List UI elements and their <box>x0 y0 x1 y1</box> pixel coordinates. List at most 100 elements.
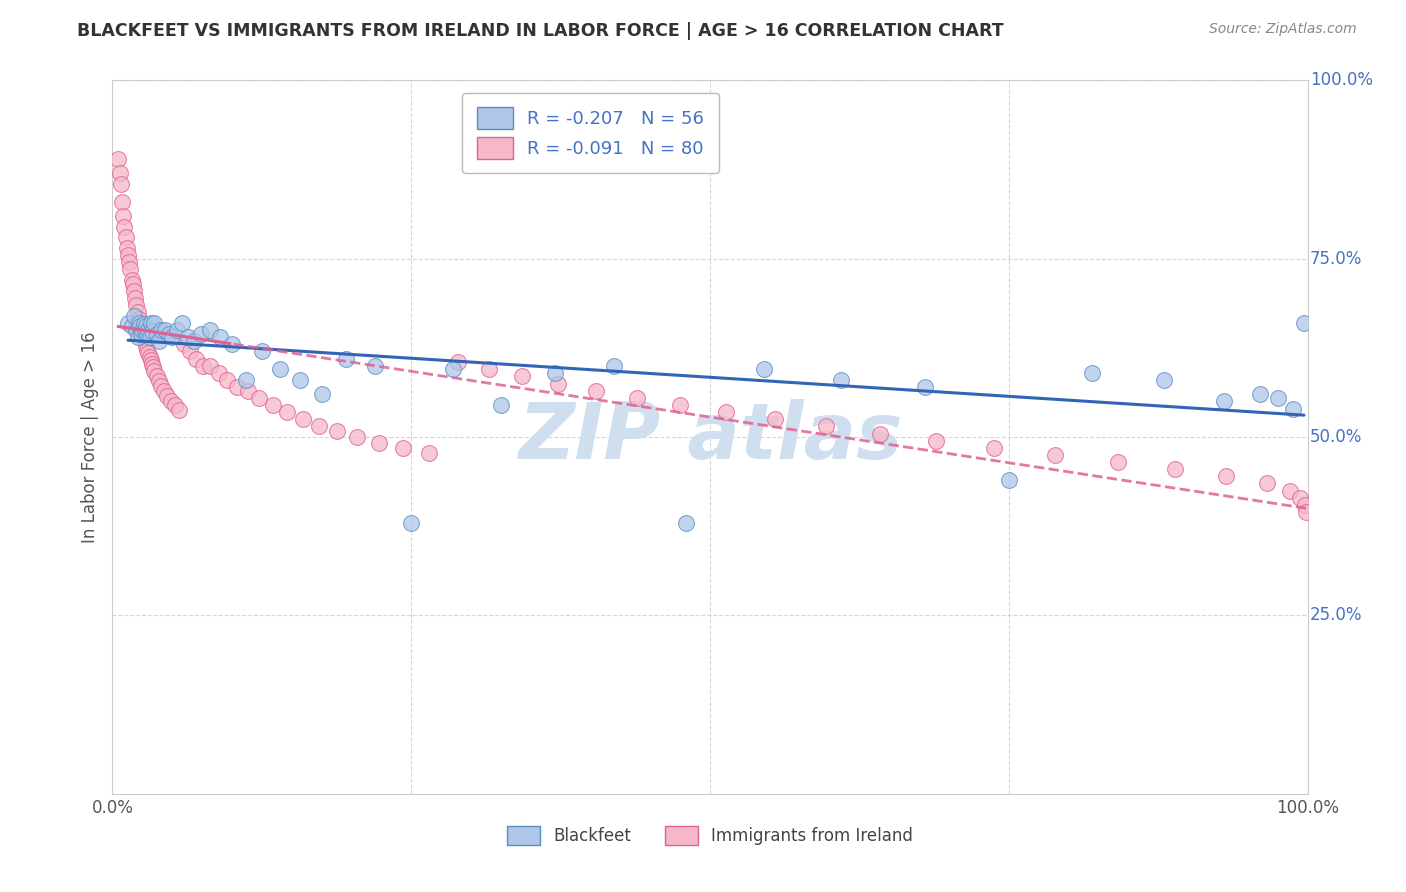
Point <box>364 359 387 373</box>
Y-axis label: In Labor Force | Age > 16: In Labor Force | Age > 16 <box>80 331 98 543</box>
Point <box>173 337 195 351</box>
Point <box>183 334 205 348</box>
Point <box>138 330 160 344</box>
Point <box>235 373 257 387</box>
Point <box>148 375 170 389</box>
Point <box>326 425 349 439</box>
Point <box>141 325 163 339</box>
Point <box>1213 394 1236 409</box>
Point <box>200 359 222 373</box>
Point <box>1295 505 1317 519</box>
Text: Source: ZipAtlas.com: Source: ZipAtlas.com <box>1209 22 1357 37</box>
Text: 50.0%: 50.0% <box>1310 428 1362 446</box>
Point <box>547 376 569 391</box>
Point <box>128 316 150 330</box>
Point <box>131 326 153 341</box>
Point <box>831 373 853 387</box>
Point <box>166 323 188 337</box>
Point <box>163 398 186 412</box>
Point <box>134 325 156 339</box>
Point <box>114 230 136 244</box>
Point <box>1256 476 1278 491</box>
Point <box>1294 498 1316 512</box>
Point <box>142 360 165 375</box>
Point <box>145 326 167 341</box>
Point <box>128 312 150 326</box>
Point <box>138 346 160 360</box>
Point <box>131 323 153 337</box>
Point <box>122 284 145 298</box>
Point <box>179 344 201 359</box>
Point <box>1289 491 1312 505</box>
Point <box>160 393 183 408</box>
Point <box>418 446 440 460</box>
Point <box>117 316 139 330</box>
Point <box>121 273 143 287</box>
Text: 100.0%: 100.0% <box>1310 71 1374 89</box>
Point <box>153 323 176 337</box>
Point <box>603 359 626 373</box>
Point <box>139 316 162 330</box>
Point <box>1267 391 1289 405</box>
Text: ZIP atlas: ZIP atlas <box>517 399 903 475</box>
Text: 25.0%: 25.0% <box>1310 607 1362 624</box>
Point <box>308 419 330 434</box>
Point <box>1081 366 1104 380</box>
Point <box>141 357 163 371</box>
Point <box>447 355 470 369</box>
Point <box>291 412 314 426</box>
Point <box>186 351 208 366</box>
Point <box>276 405 298 419</box>
Point <box>107 152 129 166</box>
Point <box>135 319 157 334</box>
Point <box>132 318 155 332</box>
Point <box>127 305 149 319</box>
Point <box>145 369 167 384</box>
Point <box>1249 387 1271 401</box>
Point <box>250 344 273 359</box>
Point <box>117 248 139 262</box>
Point <box>1164 462 1187 476</box>
Point <box>368 435 391 450</box>
Point <box>478 362 501 376</box>
Point <box>143 316 166 330</box>
Point <box>200 323 222 337</box>
Point <box>143 364 166 378</box>
Text: BLACKFEET VS IMMIGRANTS FROM IRELAND IN LABOR FORCE | AGE > 16 CORRELATION CHART: BLACKFEET VS IMMIGRANTS FROM IRELAND IN … <box>77 22 1004 40</box>
Point <box>129 319 152 334</box>
Point <box>115 241 138 255</box>
Point <box>225 380 247 394</box>
Point <box>121 277 143 291</box>
Point <box>221 337 243 351</box>
Point <box>236 384 259 398</box>
Point <box>153 384 176 398</box>
Point <box>193 359 215 373</box>
Point <box>134 334 156 348</box>
Point <box>288 373 311 387</box>
Point <box>763 412 786 426</box>
Point <box>129 326 152 341</box>
Point <box>136 343 159 357</box>
Point <box>125 323 148 337</box>
Point <box>311 387 333 401</box>
Point <box>1215 469 1237 483</box>
Point <box>177 330 200 344</box>
Point <box>335 351 357 366</box>
Point <box>262 398 284 412</box>
Point <box>110 177 132 191</box>
Point <box>869 426 891 441</box>
Point <box>1292 316 1315 330</box>
Point <box>156 389 179 403</box>
Point <box>814 419 837 434</box>
Point <box>190 326 212 341</box>
Point <box>675 516 697 530</box>
Point <box>401 516 423 530</box>
Point <box>626 391 648 405</box>
Point <box>157 326 180 341</box>
Point <box>714 405 737 419</box>
Point <box>136 326 159 341</box>
Point <box>914 380 936 394</box>
Point <box>1045 448 1067 462</box>
Point <box>150 323 173 337</box>
Point <box>135 339 157 353</box>
